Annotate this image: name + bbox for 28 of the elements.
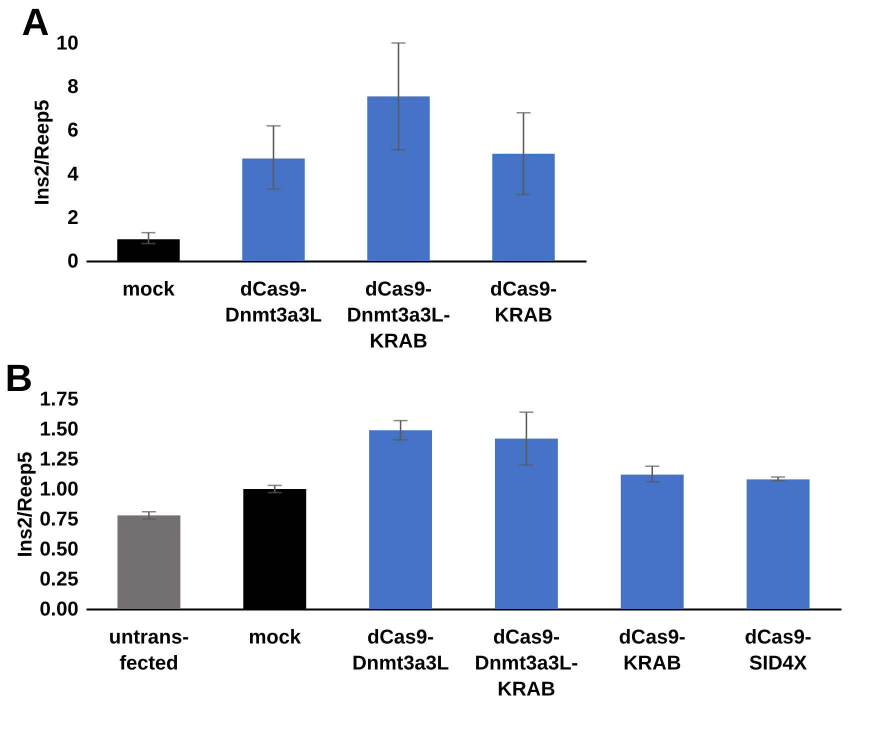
x-tick-label: dCas9- KRAB — [618, 626, 686, 674]
x-tick-label: dCas9- Dnmt3a3L- KRAB — [346, 278, 450, 352]
y-axis-title: Ins2/Reep5 — [31, 100, 54, 206]
x-tick-label: dCas9- Dnmt3a3L — [352, 626, 449, 674]
x-tick-label: dCas9- Dnmt3a3L- KRAB — [474, 626, 578, 700]
x-tick-label: dCas9- KRAB — [490, 278, 557, 326]
x-tick-label: dCas9- Dnmt3a3L — [225, 278, 322, 326]
y-tick-label: 0.00 — [40, 598, 78, 620]
y-tick-label: 0 — [67, 250, 78, 272]
x-tick-label: untrans- fected — [108, 626, 189, 674]
x-tick-label: mock — [122, 278, 176, 300]
y-tick-label: 8 — [67, 76, 78, 98]
y-tick-label: 2 — [67, 206, 78, 229]
y-tick-label: 4 — [67, 163, 80, 186]
y-tick-label: 1.25 — [40, 448, 78, 470]
y-tick-label: 1.00 — [40, 478, 78, 500]
y-axis-title: Ins2/Reep5 — [14, 452, 37, 558]
y-tick-label: 0.25 — [40, 568, 78, 590]
x-tick-label: dCas9- SID4X — [744, 626, 812, 674]
y-tick-label: 0.75 — [40, 508, 78, 530]
y-tick-label: 10 — [56, 32, 78, 54]
y-tick-label: 6 — [67, 120, 78, 142]
x-tick-label: mock — [248, 626, 302, 648]
y-tick-label: 1.75 — [40, 388, 78, 410]
chart-title: B — [5, 358, 33, 400]
y-tick-label: 1.50 — [40, 418, 78, 440]
chart-title: A — [22, 2, 50, 44]
y-tick-label: 0.50 — [40, 538, 78, 560]
